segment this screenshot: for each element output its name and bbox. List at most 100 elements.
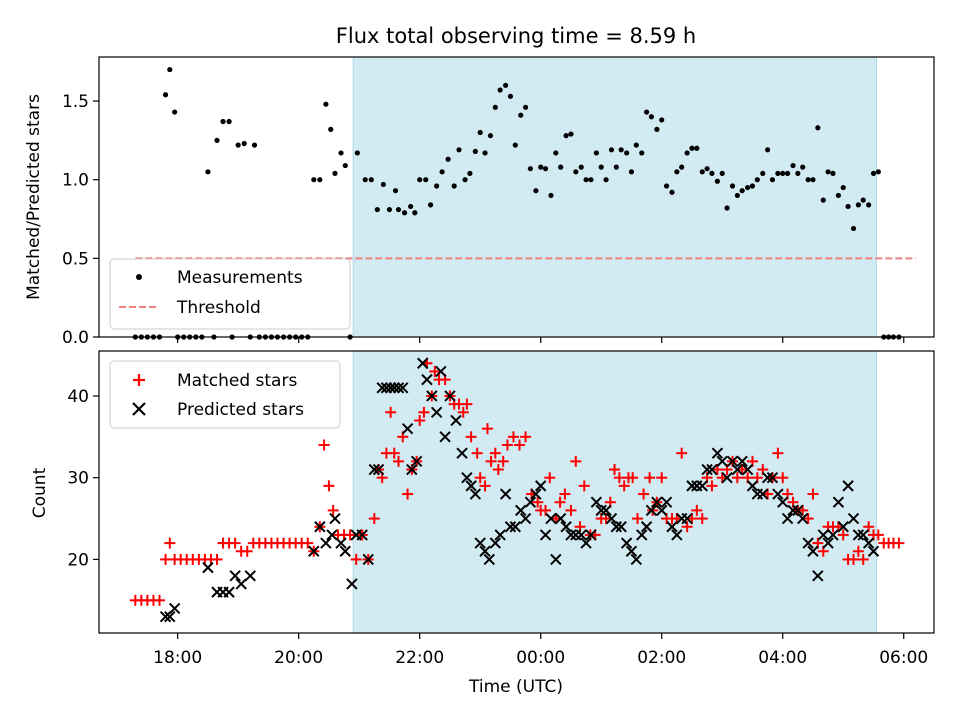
predicted-star-point xyxy=(600,504,612,517)
predicted-star-point xyxy=(326,529,338,541)
matched-star-point xyxy=(414,414,426,426)
predicted-star-point xyxy=(530,488,542,500)
matched-star-point xyxy=(481,423,493,435)
predicted-star-point xyxy=(504,521,517,533)
measurement-point xyxy=(241,140,247,147)
top-legend: Measurements Threshold xyxy=(109,258,351,330)
matched-star-point xyxy=(497,455,509,467)
matched-star-point xyxy=(857,553,869,565)
predicted-star-point xyxy=(229,570,241,582)
measurement-point xyxy=(780,170,786,177)
measurement-point xyxy=(374,206,380,213)
measurement-point xyxy=(775,170,781,177)
predicted-star-point xyxy=(346,578,358,590)
predicted-star-point xyxy=(539,529,552,541)
measurement-point xyxy=(395,206,402,213)
predicted-star-point xyxy=(726,455,739,468)
matched-star-point xyxy=(544,472,556,484)
predicted-star-point xyxy=(837,521,849,533)
top-measurement-points xyxy=(132,66,902,340)
x-tick-label: 06:00 xyxy=(879,648,928,668)
legend-matched-label: Matched stars xyxy=(177,371,297,391)
measurement-point xyxy=(800,164,806,170)
predicted-star-point xyxy=(721,471,733,484)
measurement-point xyxy=(760,170,766,177)
predicted-star-point xyxy=(787,504,799,517)
measurement-point xyxy=(462,177,468,183)
measurement-point xyxy=(311,177,317,183)
predicted-star-point xyxy=(671,529,683,541)
x-tick-label: 18:00 xyxy=(153,648,202,668)
predicted-star-point xyxy=(807,545,819,557)
measurement-point xyxy=(860,197,866,203)
matched-star-point xyxy=(514,439,526,451)
matched-star-point xyxy=(457,406,469,418)
matched-star-point xyxy=(327,504,339,516)
measurement-point xyxy=(790,162,796,169)
predicted-star-point xyxy=(388,382,400,394)
matched-star-point xyxy=(350,553,362,565)
measurement-point xyxy=(689,145,695,151)
matched-star-point xyxy=(706,480,718,492)
predicted-star-point xyxy=(164,610,176,623)
predicted-star-point xyxy=(308,545,320,557)
measurement-point xyxy=(840,184,846,191)
predicted-star-point xyxy=(392,382,405,394)
predicted-star-point xyxy=(615,521,627,533)
matched-star-point xyxy=(696,513,708,525)
predicted-star-point xyxy=(585,529,597,541)
matched-star-point xyxy=(570,455,582,467)
predicted-star-point xyxy=(716,455,728,468)
predicted-star-point xyxy=(515,504,527,517)
predicted-star-point xyxy=(862,537,875,549)
predicted-star-point xyxy=(465,480,477,492)
matched-star-point xyxy=(731,472,743,484)
legend-threshold-label: Threshold xyxy=(176,298,261,318)
measurement-point xyxy=(497,87,503,93)
matched-star-point xyxy=(578,480,590,492)
predicted-star-point xyxy=(761,471,774,484)
measurement-point xyxy=(875,169,881,175)
measurement-point xyxy=(162,92,169,98)
measurement-point xyxy=(220,118,226,125)
measurement-point xyxy=(669,189,675,195)
top-observing-window xyxy=(352,56,878,338)
matched-star-point xyxy=(676,447,688,459)
matched-star-point xyxy=(229,537,241,549)
matched-star-point xyxy=(211,553,223,565)
measurement-point xyxy=(553,150,559,156)
measurement-point xyxy=(386,206,393,213)
top-panel: 0.0 0.5 1.0 1.5 Matched/Predicted stars Mea… xyxy=(24,56,935,348)
measurement-point xyxy=(354,150,360,156)
measurement-point xyxy=(628,169,635,175)
predicted-star-point xyxy=(812,570,824,582)
measurement-point xyxy=(558,164,564,170)
legend-predicted-marker xyxy=(132,402,146,416)
bottom-legend-box xyxy=(109,360,341,429)
matched-star-point xyxy=(644,472,656,484)
predicted-star-point xyxy=(817,529,829,541)
measurement-point xyxy=(423,177,429,183)
measurement-point xyxy=(417,177,423,183)
predicted-star-point xyxy=(867,545,880,557)
measurement-point xyxy=(709,170,715,177)
predicted-star-point xyxy=(792,504,804,517)
measurement-point xyxy=(648,114,655,120)
measurement-point xyxy=(573,169,579,175)
predicted-star-point xyxy=(852,529,865,541)
measurement-point xyxy=(456,147,462,153)
predicted-star-point xyxy=(656,504,668,517)
matched-star-point xyxy=(479,480,491,492)
matched-star-point xyxy=(461,398,473,410)
predicted-star-point xyxy=(630,553,643,566)
predicted-star-point xyxy=(456,447,468,459)
predicted-star-point xyxy=(314,521,326,533)
predicted-star-point xyxy=(822,537,834,549)
matched-star-point xyxy=(638,488,650,500)
bottom-panel: 20 30 40 18:00 20:00 22:00 00:00 02:00 04:00 06:… xyxy=(30,350,935,697)
bottom-observing-window xyxy=(352,350,878,634)
measurement-point xyxy=(729,183,736,189)
measurement-point xyxy=(427,202,434,208)
measurement-point xyxy=(745,184,751,191)
